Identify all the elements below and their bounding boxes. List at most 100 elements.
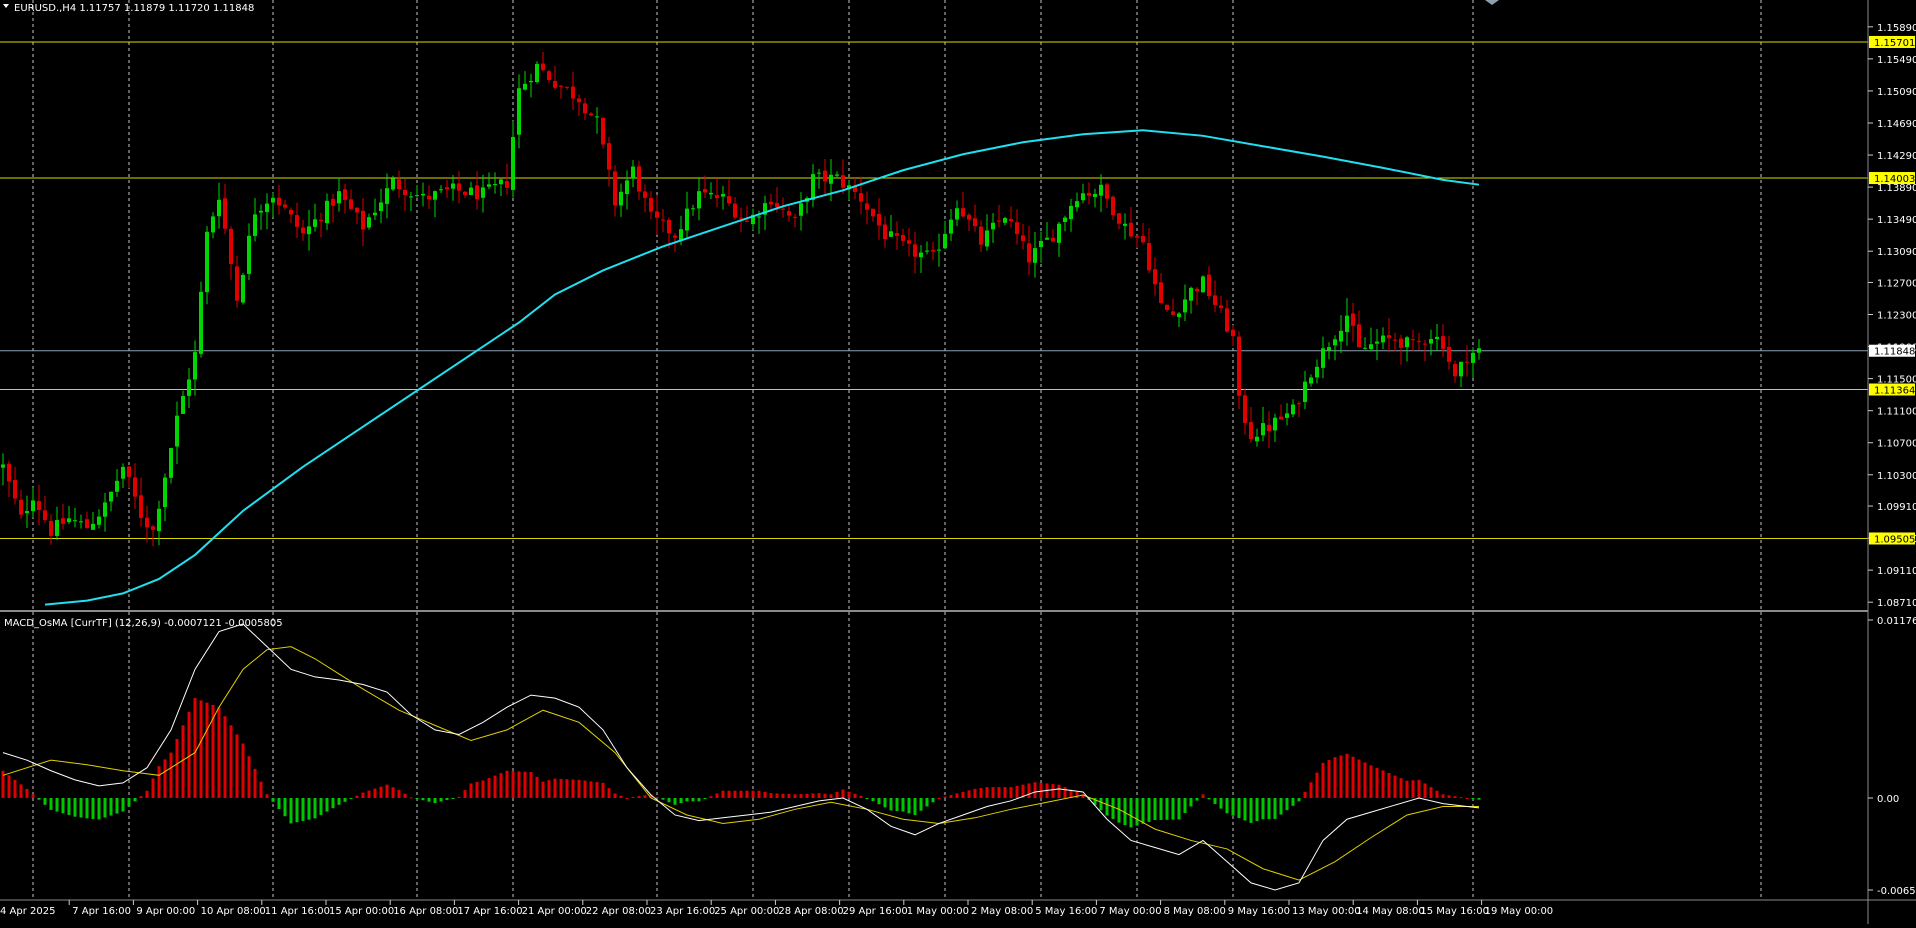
osma-bar <box>631 797 635 799</box>
time-axis-label: 19 May 00:00 <box>1485 906 1554 917</box>
bull-candle <box>889 231 893 237</box>
time-axis-label: 7 May 00:00 <box>1099 906 1161 917</box>
osma-bar <box>553 778 557 798</box>
bear-candle <box>1105 184 1109 199</box>
bull-candle <box>763 203 767 215</box>
bull-candle <box>469 187 473 195</box>
price-axis-label: 1.15890 <box>1877 23 1916 34</box>
osma-bar <box>985 787 989 798</box>
bull-candle <box>199 291 203 354</box>
bear-candle <box>1453 364 1457 377</box>
bear-candle <box>1207 274 1211 297</box>
bull-candle <box>103 502 107 517</box>
bear-candle <box>1267 424 1271 432</box>
bull-candle <box>1381 335 1385 343</box>
time-axis-label: 28 Apr 08:00 <box>778 906 843 917</box>
osma-bar <box>793 794 797 798</box>
price-axis[interactable]: 1.15890 1.15490 1.15090 1.14690 1.14290 1.138… <box>1868 23 1916 609</box>
time-axis-label: 14 May 08:00 <box>1356 906 1425 917</box>
bull-candle <box>1255 436 1259 442</box>
bear-candle <box>1087 192 1091 196</box>
bear-candle <box>1195 288 1199 292</box>
macd-axis-label: 0.00 <box>1877 794 1899 805</box>
collapse-triangle-icon[interactable] <box>3 4 9 8</box>
osma-bar <box>865 798 869 799</box>
bear-candle <box>823 170 827 182</box>
osma-bar <box>703 798 707 799</box>
macd-signal-line <box>2 646 1479 881</box>
macd-axis[interactable]: 0.0117613 0.00 -0.0065035 <box>1868 616 1916 897</box>
bear-candle <box>295 215 299 227</box>
osma-bar <box>67 798 71 815</box>
bull-candle <box>535 63 539 83</box>
osma-bar <box>1339 755 1343 798</box>
bull-candle <box>595 116 599 118</box>
price-axis-label: 1.12700 <box>1877 278 1916 289</box>
bull-candle <box>373 212 377 216</box>
current-price-tag <box>1869 344 1915 357</box>
price-axis-label: 1.14290 <box>1877 151 1916 162</box>
osma-bar <box>577 779 581 798</box>
time-axis-label: 9 Apr 00:00 <box>136 906 195 917</box>
osma-bar <box>325 798 329 812</box>
symbol-header[interactable]: EURUSD.,H4 1.11757 1.11879 1.11720 1.118… <box>3 3 254 14</box>
bull-candle <box>943 233 947 249</box>
osma-bar <box>1447 795 1451 798</box>
bear-candle <box>739 217 743 219</box>
bull-candle <box>109 491 113 502</box>
bull-candle <box>481 187 485 198</box>
bear-candle <box>871 208 875 217</box>
bear-candle <box>397 179 401 190</box>
osma-bar <box>235 734 239 798</box>
osma-bar <box>787 794 791 798</box>
bull-candle <box>757 216 761 218</box>
osma-bar <box>781 793 785 798</box>
bear-candle <box>793 216 797 218</box>
bear-candle <box>895 233 899 236</box>
horizontal-lines[interactable] <box>0 41 1868 539</box>
osma-bar <box>355 795 359 798</box>
bull-candle <box>433 191 437 200</box>
osma-bar <box>1141 798 1145 824</box>
osma-bar <box>499 773 503 798</box>
osma-bar <box>1267 798 1271 820</box>
bull-candle <box>307 226 311 235</box>
osma-bar <box>895 798 899 812</box>
price-axis-label: 1.15490 <box>1877 55 1916 66</box>
osma-bar <box>469 783 473 798</box>
bear-candle <box>733 203 737 218</box>
time-axis[interactable]: 4 Apr 2025 7 Apr 16:00 9 Apr 00:00 10 Apr 0… <box>0 900 1553 917</box>
osma-bar <box>859 795 863 798</box>
osma-bar <box>841 789 845 798</box>
osma-bar <box>835 791 839 798</box>
bull-candle <box>1315 366 1319 378</box>
chart-shift-marker-icon[interactable] <box>1485 0 1499 5</box>
osma-bar <box>91 798 95 819</box>
bull-candle <box>1081 193 1085 201</box>
osma-bar <box>1273 798 1277 819</box>
time-axis-label: 29 Apr 16:00 <box>843 906 908 917</box>
bear-candle <box>655 211 659 218</box>
osma-bar <box>1057 784 1061 798</box>
bear-candle <box>1393 339 1397 341</box>
osma-bar <box>1189 798 1193 807</box>
bull-candle <box>205 231 209 293</box>
bull-candle <box>835 174 839 176</box>
osma-bar <box>493 775 497 798</box>
osma-bar <box>85 798 89 819</box>
osma-bar <box>1105 798 1109 816</box>
bull-candle <box>157 508 161 532</box>
bull-candle <box>847 185 851 189</box>
osma-bar <box>31 794 35 798</box>
osma-bar <box>187 711 191 798</box>
osma-bar <box>805 793 809 798</box>
osma-bar <box>559 778 563 798</box>
bull-candle <box>97 516 101 525</box>
bear-candle <box>127 466 131 477</box>
osma-bar <box>1417 779 1421 798</box>
osma-bar <box>199 700 203 798</box>
macd-axis-label: 0.0117613 <box>1877 616 1916 627</box>
osma-bar <box>871 798 875 802</box>
